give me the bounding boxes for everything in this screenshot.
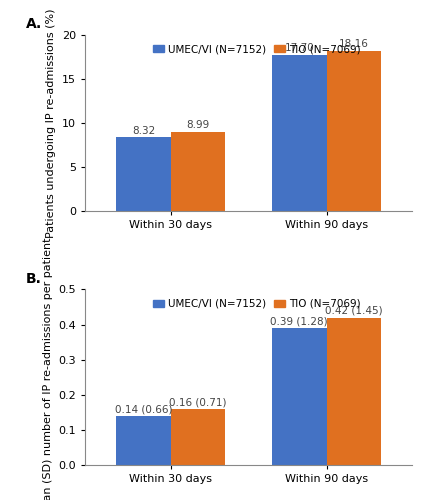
Text: 8.32: 8.32 bbox=[132, 126, 155, 136]
Bar bbox=[272, 328, 326, 465]
Text: 0.14 (0.66): 0.14 (0.66) bbox=[115, 404, 172, 414]
Text: 0.39 (1.28): 0.39 (1.28) bbox=[270, 316, 328, 326]
Text: 0.42 (1.45): 0.42 (1.45) bbox=[325, 306, 382, 316]
Legend: UMEC/VI (N=7152), TIO (N=7069): UMEC/VI (N=7152), TIO (N=7069) bbox=[149, 294, 365, 313]
Text: A.: A. bbox=[26, 18, 42, 32]
Bar bbox=[326, 51, 381, 210]
Bar bbox=[116, 416, 171, 465]
Legend: UMEC/VI (N=7152), TIO (N=7069): UMEC/VI (N=7152), TIO (N=7069) bbox=[149, 40, 365, 58]
Text: 0.16 (0.71): 0.16 (0.71) bbox=[169, 397, 227, 407]
Bar bbox=[116, 138, 171, 210]
Text: 18.16: 18.16 bbox=[339, 40, 369, 50]
Bar bbox=[171, 409, 225, 465]
Bar bbox=[272, 55, 326, 210]
Bar bbox=[326, 318, 381, 465]
Text: B.: B. bbox=[26, 272, 42, 286]
Text: 17.70: 17.70 bbox=[284, 44, 314, 54]
Bar bbox=[171, 132, 225, 210]
Text: 8.99: 8.99 bbox=[186, 120, 210, 130]
Y-axis label: Patients undergoing IP re-admissions (%): Patients undergoing IP re-admissions (%) bbox=[46, 8, 56, 237]
Y-axis label: Mean (SD) number of IP re-admissions per patient: Mean (SD) number of IP re-admissions per… bbox=[42, 238, 53, 500]
